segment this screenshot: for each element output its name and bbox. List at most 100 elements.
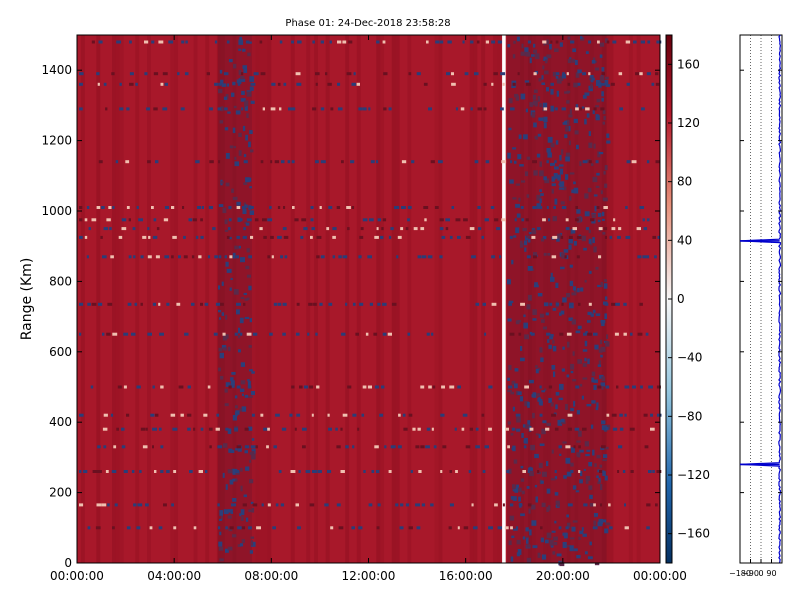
colorbar-tick-label: 0: [677, 292, 685, 306]
heatmap-speckle: [555, 140, 559, 145]
heatmap-speckle: [164, 206, 169, 209]
heatmap-speckle: [600, 346, 606, 352]
heatmap-speckle: [219, 510, 223, 516]
heatmap-speckle: [212, 227, 216, 231]
heatmap-speckle: [578, 302, 581, 306]
heatmap-speckle: [570, 370, 574, 374]
heatmap-speckle: [238, 78, 242, 84]
heatmap-speckle: [532, 94, 537, 100]
heatmap-speckle: [595, 313, 601, 316]
heatmap-speckle: [224, 403, 229, 407]
heatmap-speckle: [303, 385, 309, 389]
heatmap-speckle: [535, 365, 538, 368]
heatmap-speckle: [577, 359, 582, 364]
heatmap-speckle: [245, 40, 250, 44]
heatmap-speckle: [541, 390, 546, 393]
heatmap-speckle: [577, 69, 582, 74]
heatmap-speckle: [180, 107, 185, 111]
heatmap-speckle: [543, 116, 548, 122]
heatmap-speckle: [648, 470, 652, 473]
heatmap-speckle: [537, 397, 541, 402]
heatmap-speckle: [603, 454, 608, 459]
heatmap-speckle: [549, 539, 554, 546]
heatmap-speckle: [376, 526, 380, 530]
heatmap-speckle: [513, 383, 518, 389]
heatmap-speckle: [249, 479, 254, 484]
heatmap-speckle: [547, 253, 551, 256]
heatmap-speckle: [542, 420, 547, 424]
heatmap-speckle: [537, 293, 543, 297]
heatmap-speckle: [604, 313, 607, 319]
heatmap-speckle: [417, 427, 421, 431]
heatmap-speckle: [302, 445, 306, 449]
heatmap-speckle: [277, 82, 281, 86]
heatmap-speckle: [561, 149, 564, 155]
heatmap-speckle: [560, 266, 565, 270]
heatmap-speckle: [584, 193, 589, 199]
heatmap-speckle: [568, 238, 573, 244]
heatmap-speckle: [209, 160, 214, 164]
heatmap-speckle: [578, 430, 582, 437]
heatmap-speckle: [555, 500, 560, 505]
heatmap-speckle: [556, 90, 559, 97]
heatmap-speckle: [126, 107, 130, 111]
heatmap-speckle: [92, 470, 98, 473]
heatmap-speckle: [238, 48, 242, 51]
heatmap-speckle: [247, 52, 251, 57]
heatmap-speckle: [91, 302, 97, 306]
heatmap-speckle: [590, 424, 594, 429]
heatmap-speckle: [582, 427, 587, 431]
heatmap-speckle: [475, 427, 479, 431]
heatmap-speckle: [228, 236, 232, 240]
heatmap-speckle: [326, 227, 330, 231]
heatmap-speckle: [563, 249, 569, 253]
heatmap-speckle: [510, 433, 514, 436]
heatmap-speckle: [626, 82, 630, 86]
heatmap-streak: [380, 35, 385, 563]
heatmap-speckle: [637, 255, 642, 259]
heatmap-speckle: [154, 470, 157, 473]
heatmap-speckle: [603, 427, 606, 431]
heatmap-speckle: [597, 40, 600, 44]
heatmap-speckle: [183, 255, 188, 259]
heatmap-speckle: [567, 58, 572, 64]
heatmap-speckle: [593, 143, 596, 149]
heatmap-speckle: [556, 236, 560, 242]
heatmap-speckle: [520, 478, 525, 482]
heatmap-speckle: [571, 447, 575, 453]
heatmap-speckle: [546, 332, 551, 336]
heatmap-speckle: [591, 163, 594, 166]
heatmap-speckle: [242, 208, 247, 214]
heatmap-speckle: [348, 40, 353, 44]
heatmap-speckle: [79, 503, 84, 507]
heatmap-speckle: [582, 349, 588, 352]
heatmap-speckle: [534, 100, 538, 107]
heatmap-speckle: [596, 206, 600, 209]
heatmap-speckle: [368, 107, 371, 111]
heatmap-speckle: [244, 105, 248, 111]
heatmap-speckle: [462, 413, 468, 417]
heatmap-speckle: [253, 72, 259, 76]
heatmap-speckle: [79, 235, 83, 239]
heatmap-speckle: [329, 40, 332, 44]
heatmap-speckle: [240, 75, 245, 80]
heatmap-speckle: [587, 332, 592, 336]
heatmap-speckle: [225, 182, 230, 187]
heatmap-speckle: [390, 445, 396, 449]
heatmap-speckle: [209, 445, 212, 449]
heatmap-speckle: [449, 503, 454, 507]
heatmap-speckle: [227, 546, 233, 551]
heatmap-speckle: [222, 334, 227, 341]
heatmap-speckle: [600, 354, 603, 358]
heatmap-speckle: [518, 332, 522, 336]
heatmap-speckle: [591, 219, 596, 224]
heatmap-speckle: [473, 526, 478, 530]
heatmap-speckle: [599, 42, 605, 47]
heatmap-speckle: [586, 404, 592, 407]
heatmap-speckle: [539, 413, 543, 417]
heatmap-speckle: [411, 160, 415, 164]
heatmap-speckle: [298, 470, 301, 473]
heatmap-speckle: [591, 400, 596, 404]
heatmap-speckle: [447, 40, 452, 44]
